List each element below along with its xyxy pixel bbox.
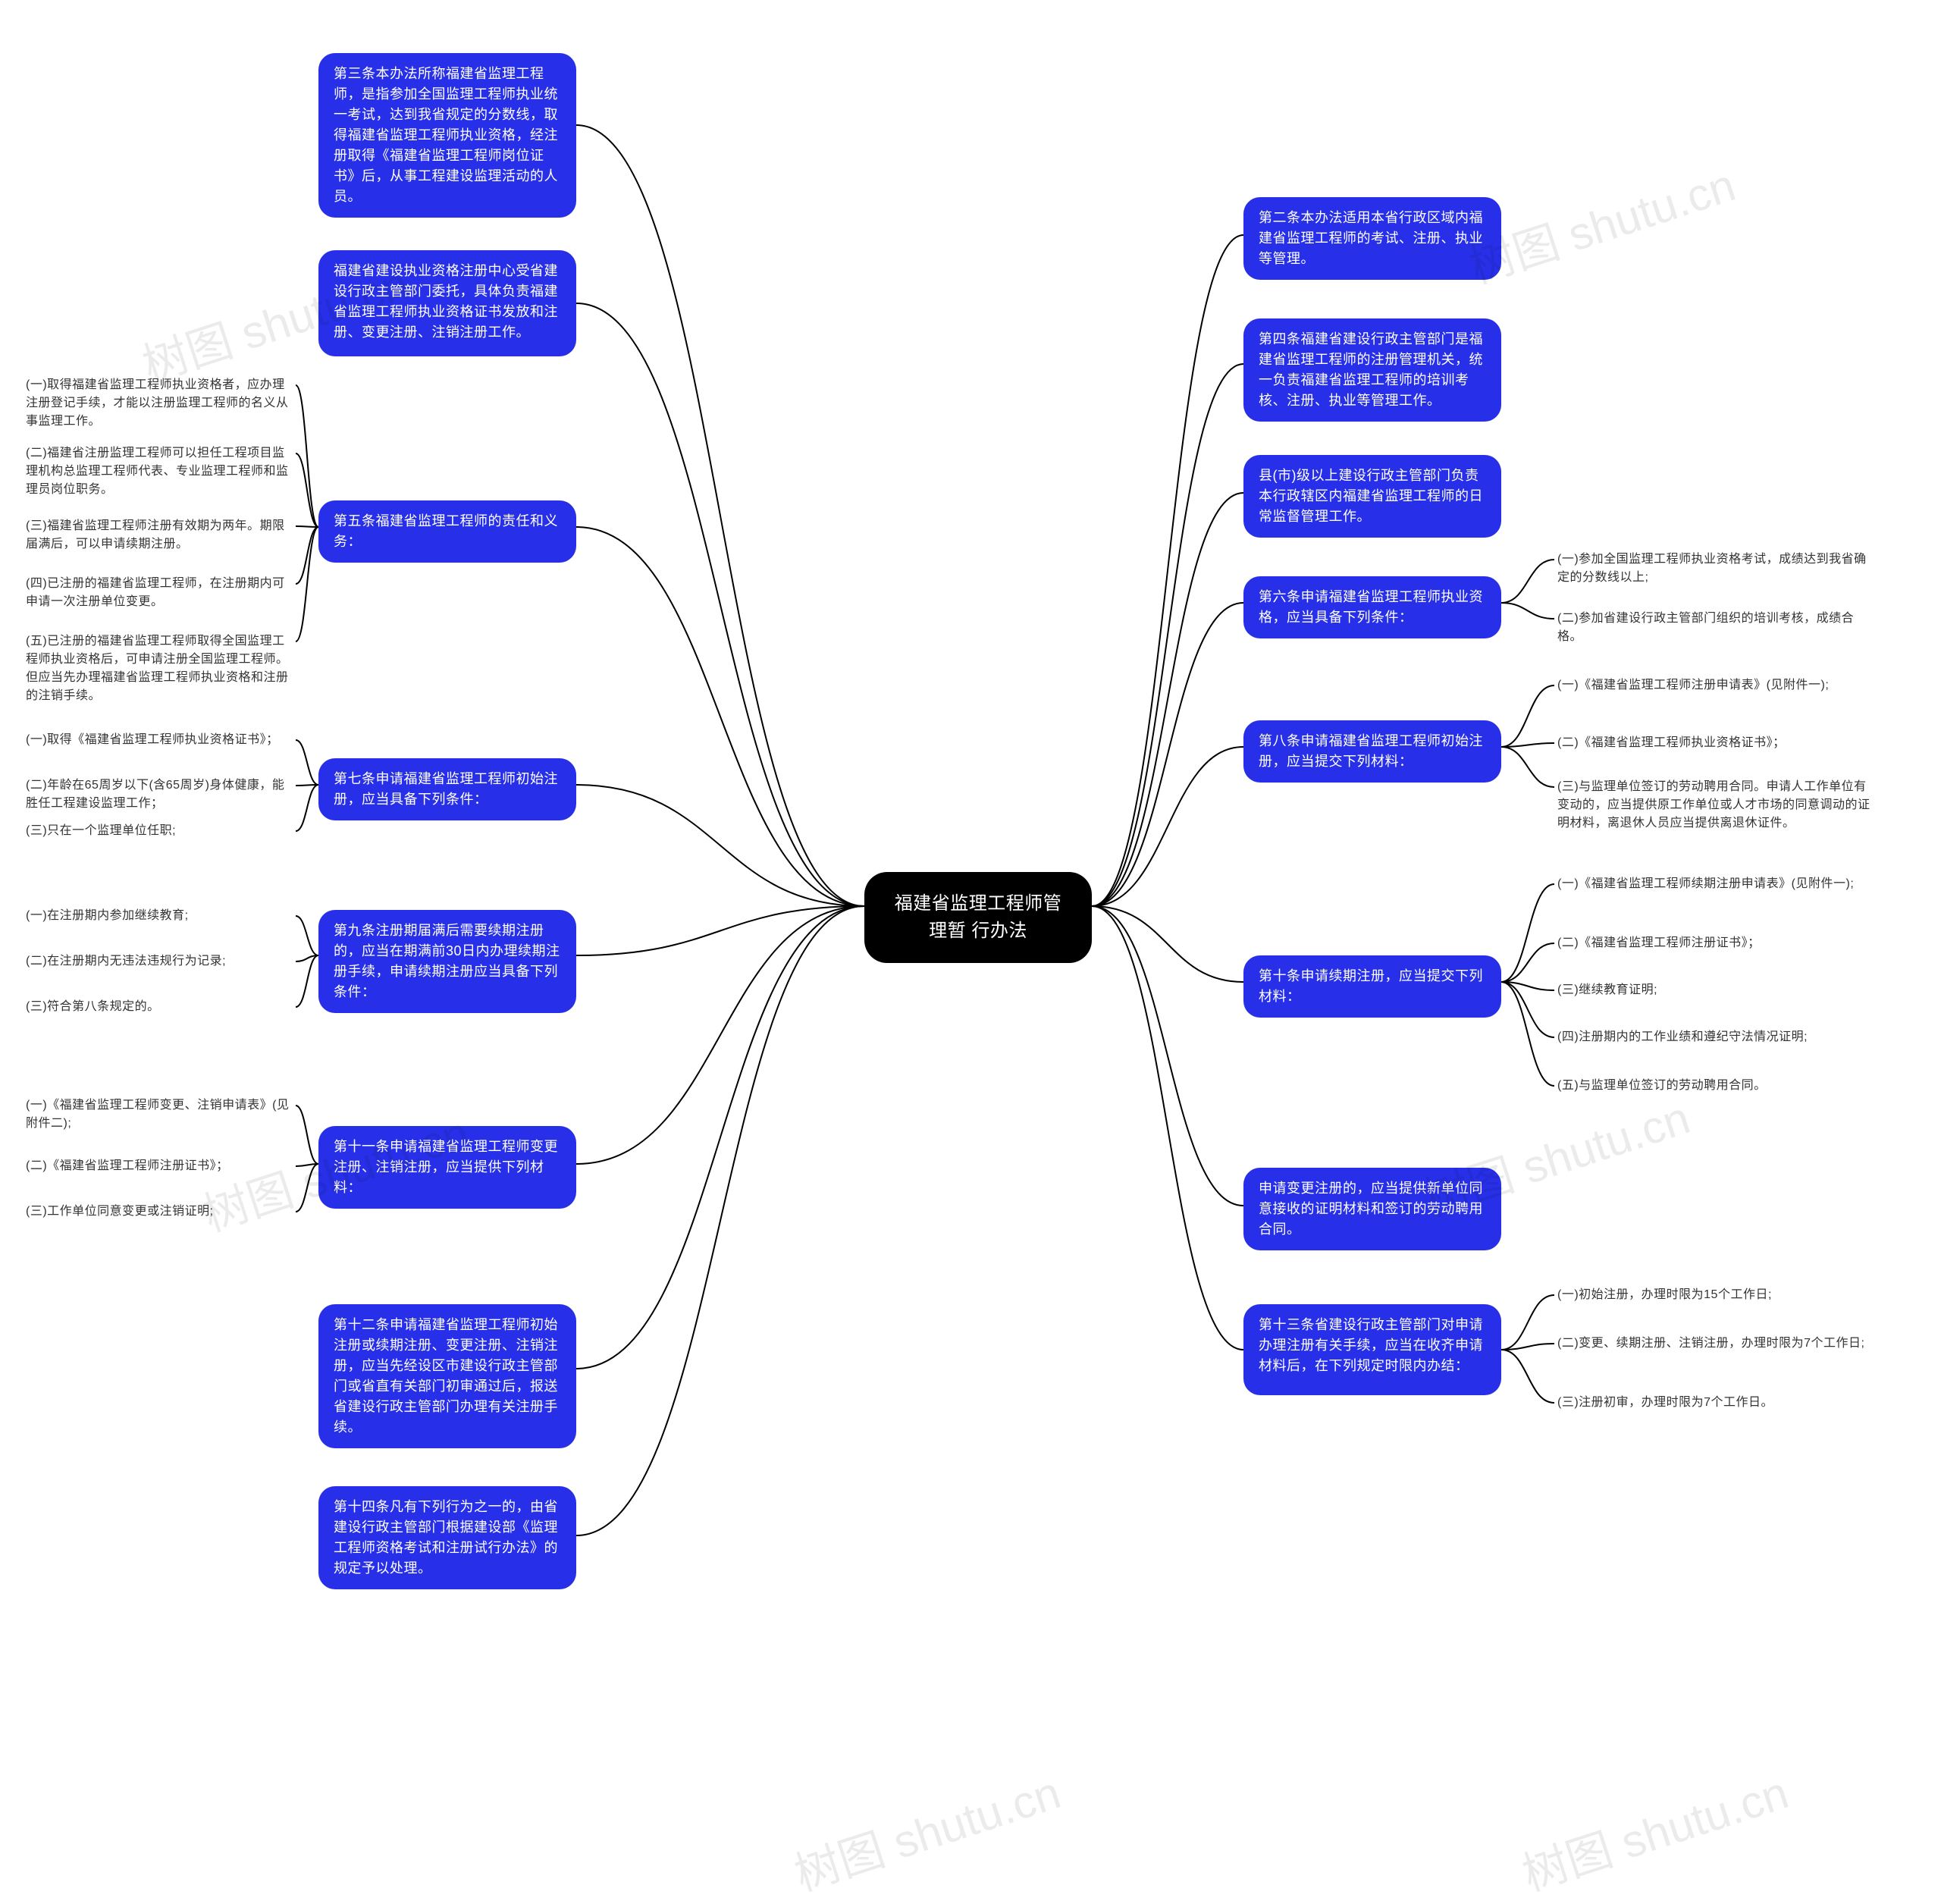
leaf-L11-1: (二)《福建省监理工程师注册证书》； <box>23 1153 296 1180</box>
leaf-R13-1: (二)变更、续期注册、注销注册，办理时限为7个工作日; <box>1554 1330 1880 1357</box>
leaf-L5-2: (三)福建省监理工程师注册有效期为两年。期限届满后，可以申请续期注册。 <box>23 513 296 558</box>
leaf-R6-0: (一)参加全国监理工程师执业资格考试，成绩达到我省确定的分数线以上; <box>1554 546 1880 591</box>
leaf-L7-0: (一)取得《福建省监理工程师执业资格证书》； <box>23 726 296 754</box>
watermark: 树图 shutu.cn <box>1513 1756 1795 1904</box>
leaf-L9-2: (三)符合第八条规定的。 <box>23 993 296 1021</box>
leaf-R10-3: (四)注册期内的工作业绩和遵纪守法情况证明; <box>1554 1024 1880 1051</box>
primary-node-R8: 第八条申请福建省监理工程师初始注册，应当提交下列材料： <box>1243 720 1501 783</box>
watermark: 树图 shutu.cn <box>785 1756 1068 1904</box>
primary-node-R2: 第二条本办法适用本省行政区域内福建省监理工程师的考试、注册、执业等管理。 <box>1243 197 1501 280</box>
primary-node-L12: 第十二条申请福建省监理工程师初始注册或续期注册、变更注册、注销注册，应当先经设区… <box>318 1304 576 1448</box>
leaf-L7-2: (三)只在一个监理单位任职; <box>23 817 296 845</box>
primary-node-L14: 第十四条凡有下列行为之一的，由省建设行政主管部门根据建设部《监理工程师资格考试和… <box>318 1486 576 1589</box>
primary-node-Rx: 县(市)级以上建设行政主管部门负责本行政辖区内福建省监理工程师的日常监督管理工作… <box>1243 455 1501 538</box>
primary-node-R13: 第十三条省建设行政主管部门对申请办理注册有关手续，应当在收齐申请材料后，在下列规… <box>1243 1304 1501 1395</box>
primary-node-R6: 第六条申请福建省监理工程师执业资格，应当具备下列条件： <box>1243 576 1501 638</box>
leaf-R13-0: (一)初始注册，办理时限为15个工作日; <box>1554 1281 1880 1309</box>
watermark: 树图 shutu.cn <box>1460 149 1742 296</box>
leaf-R8-1: (二)《福建省监理工程师执业资格证书》； <box>1554 729 1880 757</box>
primary-node-R4: 第四条福建省建设行政主管部门是福建省监理工程师的注册管理机关，统一负责福建省监理… <box>1243 318 1501 422</box>
primary-node-L3: 第三条本办法所称福建省监理工程师，是指参加全国监理工程师执业统一考试，达到我省规… <box>318 53 576 218</box>
leaf-R10-1: (二)《福建省监理工程师注册证书》； <box>1554 930 1880 957</box>
leaf-L11-0: (一)《福建省监理工程师变更、注销申请表》(见附件二); <box>23 1092 296 1137</box>
primary-node-L5: 第五条福建省监理工程师的责任和义务： <box>318 500 576 563</box>
leaf-R8-0: (一)《福建省监理工程师注册申请表》(见附件一); <box>1554 672 1880 699</box>
leaf-L11-2: (三)工作单位同意变更或注销证明; <box>23 1198 296 1225</box>
leaf-R10-4: (五)与监理单位签订的劳动聘用合同。 <box>1554 1072 1880 1099</box>
primary-node-Lc: 福建省建设执业资格注册中心受省建设行政主管部门委托，具体负责福建省监理工程师执业… <box>318 250 576 356</box>
leaf-R10-2: (三)继续教育证明; <box>1554 977 1880 1004</box>
leaf-L5-0: (一)取得福建省监理工程师执业资格者，应办理注册登记手续，才能以注册监理工程师的… <box>23 372 296 435</box>
leaf-R13-2: (三)注册初审，办理时限为7个工作日。 <box>1554 1389 1880 1416</box>
primary-node-L9: 第九条注册期届满后需要续期注册的，应当在期满前30日内办理续期注册手续，申请续期… <box>318 910 576 1013</box>
leaf-L5-4: (五)已注册的福建省监理工程师取得全国监理工程师执业资格后，可申请注册全国监理工… <box>23 628 296 710</box>
center-node: 福建省监理工程师管理暂 行办法 <box>864 872 1092 963</box>
leaf-R6-1: (二)参加省建设行政主管部门组织的培训考核，成绩合格。 <box>1554 605 1880 651</box>
leaf-L9-0: (一)在注册期内参加继续教育; <box>23 902 296 930</box>
primary-node-L7: 第七条申请福建省监理工程师初始注册，应当具备下列条件： <box>318 758 576 820</box>
leaf-L7-1: (二)年龄在65周岁以下(含65周岁)身体健康，能胜任工程建设监理工作； <box>23 772 296 817</box>
leaf-R8-2: (三)与监理单位签订的劳动聘用合同。申请人工作单位有变动的，应当提供原工作单位或… <box>1554 773 1880 837</box>
leaf-R10-0: (一)《福建省监理工程师续期注册申请表》(见附件一); <box>1554 870 1880 898</box>
leaf-L9-1: (二)在注册期内无违法违规行为记录; <box>23 948 296 975</box>
leaf-L5-3: (四)已注册的福建省监理工程师，在注册期内可申请一次注册单位变更。 <box>23 570 296 616</box>
primary-node-L11: 第十一条申请福建省监理工程师变更注册、注销注册，应当提供下列材料： <box>318 1126 576 1209</box>
primary-node-Rch: 申请变更注册的，应当提供新单位同意接收的证明材料和签订的劳动聘用合同。 <box>1243 1168 1501 1250</box>
primary-node-R10: 第十条申请续期注册，应当提交下列材料： <box>1243 955 1501 1018</box>
leaf-L5-1: (二)福建省注册监理工程师可以担任工程项目监理机构总监理工程师代表、专业监理工程… <box>23 440 296 503</box>
